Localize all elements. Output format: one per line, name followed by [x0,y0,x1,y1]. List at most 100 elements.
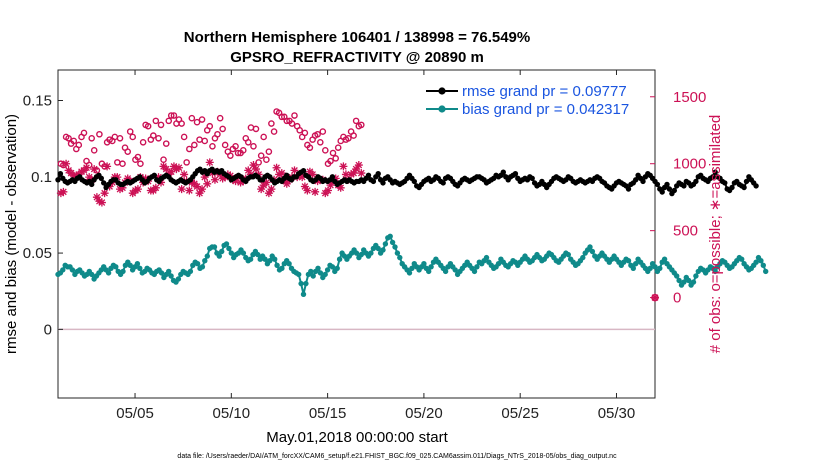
obs-assimilated-point [210,175,219,184]
rmse-point [55,177,61,183]
obs-assimilated-point [341,170,350,179]
obs-assimilated-point [56,189,65,198]
obs-assimilated-point [349,169,358,178]
x-tick-label: 05/15 [309,405,347,422]
obs-possible-point [124,148,132,155]
obs-possible-point [139,138,147,146]
rmse-point [666,186,673,192]
obs-assimilated-point [352,165,361,174]
obs-assimilated-point [277,169,286,178]
rmse-point [693,178,699,185]
rmse-point [664,181,670,188]
obs-possible-point [314,130,321,138]
obs-possible-point [239,147,247,154]
y-tick-label: 0.05 [23,245,52,262]
y-tick-label: 0 [44,321,52,338]
bias-point [397,254,403,261]
obs-possible-point [116,134,124,142]
bias-point [630,265,636,271]
bias-point [739,256,745,262]
bias-point [712,268,718,275]
obs-possible-point [152,117,160,125]
bias-point [676,277,682,284]
y2-axis-ticks: 0 500 1000 1500 [650,89,706,307]
bias-point [272,256,278,262]
bias-point [255,251,261,258]
obs-possible-point [193,118,201,126]
bias-point [166,268,172,275]
obs-assimilated-point [113,173,122,182]
rmse-point [729,184,735,191]
obs-assimilated-point [347,170,356,179]
obs-possible-point [301,129,309,137]
bias-point [226,245,232,252]
obs-assimilated-point [198,185,207,194]
obs-assimilated-point [354,161,363,170]
obs-possible-point [129,133,137,141]
obs-possible-point [126,128,134,135]
rmse-point [380,180,386,186]
bias-point [382,241,389,247]
obs-possible-point [137,160,144,168]
obs-possible-point [265,148,273,155]
bias-point [89,271,95,278]
obs-possible-point [206,122,214,130]
obs-possible-point [165,117,173,125]
obs-assimilated-point [154,173,163,182]
rmse-point [722,180,728,186]
bias-point [353,250,360,256]
chart-subtitle: GPSRO_REFRACTIVITY @ 20890 m [230,49,484,66]
obs-assimilated-point [264,189,273,198]
obs-possible-point [88,134,96,142]
obs-assimilated-point [357,169,366,178]
bias-point [647,265,653,271]
obs-assimilated-point [336,183,345,192]
obs-possible-point [268,120,275,127]
data-file-footnote: data file: /Users/raeder/DAI/ATM_forcXX/… [177,453,617,460]
rmse-point [57,171,64,177]
obs-possible-point [167,112,175,119]
bias-point [760,262,766,268]
obs-possible-point [234,149,242,157]
obs-possible-point [332,155,340,162]
bias-point [308,268,314,275]
obs-assimilated-point [203,179,212,188]
obs-assimilated-point [308,170,317,179]
x-axis-label: May.01,2018 00:00:00 start [266,429,448,446]
bias-point [758,258,764,264]
obs-possible-point [270,128,278,135]
obs-assimilated-point [275,170,284,179]
x-tick-label: 05/05 [116,405,154,422]
obs-assimilated-point [82,163,91,172]
obs-possible-point [219,125,226,133]
bias-point [219,248,225,255]
bias-point [387,233,393,239]
y2-tick-label: 1000 [673,156,706,173]
bias-point [279,265,285,271]
obs-assimilated-point [185,186,194,195]
obs-assimilated-point [180,170,189,179]
rmse-point [370,178,377,185]
obs-possible-markers [57,108,659,302]
obs-possible-point [352,117,360,125]
plot-frame [57,69,656,399]
obs-possible-point [278,113,286,121]
bias-point [625,258,632,264]
bias-point [389,239,396,246]
obs-possible-point [244,138,252,146]
bias-point [211,244,218,250]
bias-point [300,291,307,297]
y2-tick-label: 500 [673,223,698,240]
obs-assimilated-point [236,178,245,187]
obs-possible-point [134,153,142,161]
obs-possible-point [263,156,270,163]
obs-assimilated-point [77,167,86,176]
obs-assimilated-point [162,165,171,174]
obs-possible-point [157,121,165,129]
obs-possible-point [75,141,83,149]
obs-possible-point [180,133,188,141]
bias-point [406,270,413,276]
obs-possible-point [188,114,196,122]
obs-possible-point [283,117,291,125]
obs-possible-point [162,140,170,147]
